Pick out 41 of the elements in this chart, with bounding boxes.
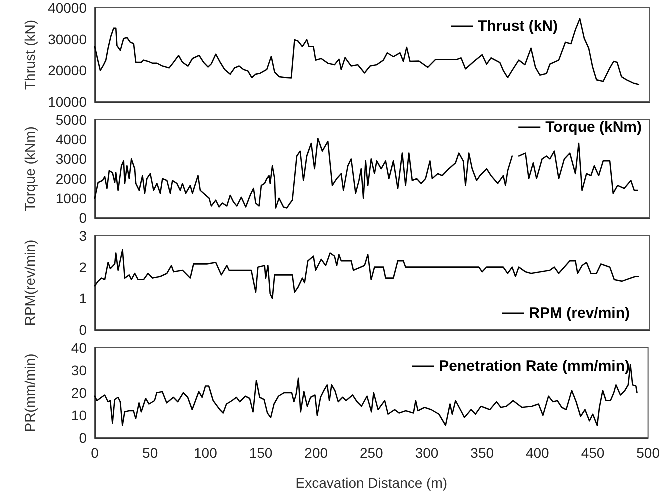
y-tick-label: 30000 xyxy=(48,31,88,48)
x-tick-label: 0 xyxy=(91,445,100,461)
x-tick-label: 250 xyxy=(360,445,384,461)
y-axis-title: RPM(rev/min) xyxy=(22,240,38,326)
y-tick-label: 10 xyxy=(71,408,88,424)
x-tick-label: 450 xyxy=(581,445,605,461)
x-tick-label: 50 xyxy=(142,445,158,461)
y-axis-title: PR(mm/min) xyxy=(22,354,38,432)
line-series xyxy=(94,18,640,86)
y-tick-label: 10000 xyxy=(48,94,88,110)
y-tick-label: 3 xyxy=(79,228,88,244)
x-axis-title: Excavation Distance (m) xyxy=(296,475,448,491)
x-tick-label: 300 xyxy=(415,445,439,461)
legend-label: Torque (kNm) xyxy=(546,119,642,136)
y-tick-label: 0 xyxy=(79,322,88,338)
y-tick-label: 2 xyxy=(79,259,88,276)
legend-label: Penetration Rate (mm/min) xyxy=(439,358,630,375)
y-tick-label: 4000 xyxy=(56,132,88,148)
x-tick-label: 500 xyxy=(636,445,660,461)
x-tick-label: 350 xyxy=(470,445,494,461)
y-tick-label: 3000 xyxy=(56,151,88,168)
x-tick-label: 150 xyxy=(249,445,273,461)
y-tick-label: 0 xyxy=(79,430,88,446)
y-tick-label: 30 xyxy=(71,362,88,378)
y-tick-label: 5000 xyxy=(56,112,88,128)
legend-label: Thrust (kN) xyxy=(478,18,558,35)
y-axis-title: Torque (kNm) xyxy=(22,126,38,212)
y-tick-label: 40 xyxy=(71,340,88,356)
legend-label: RPM (rev/min) xyxy=(529,305,630,322)
y-tick-label: 1000 xyxy=(56,190,88,206)
x-tick-label: 400 xyxy=(526,445,550,461)
line-series xyxy=(94,249,640,300)
y-axis-title: Thrust (kN) xyxy=(22,20,38,90)
y-tick-label: 0 xyxy=(79,210,88,226)
y-tick-label: 40000 xyxy=(48,0,88,16)
y-tick-label: 20 xyxy=(71,385,88,401)
x-tick-label: 100 xyxy=(194,445,218,461)
y-tick-label: 1 xyxy=(79,290,88,307)
y-tick-label: 20000 xyxy=(48,62,88,79)
y-tick-label: 2000 xyxy=(56,170,88,187)
x-tick-label: 200 xyxy=(304,445,328,461)
